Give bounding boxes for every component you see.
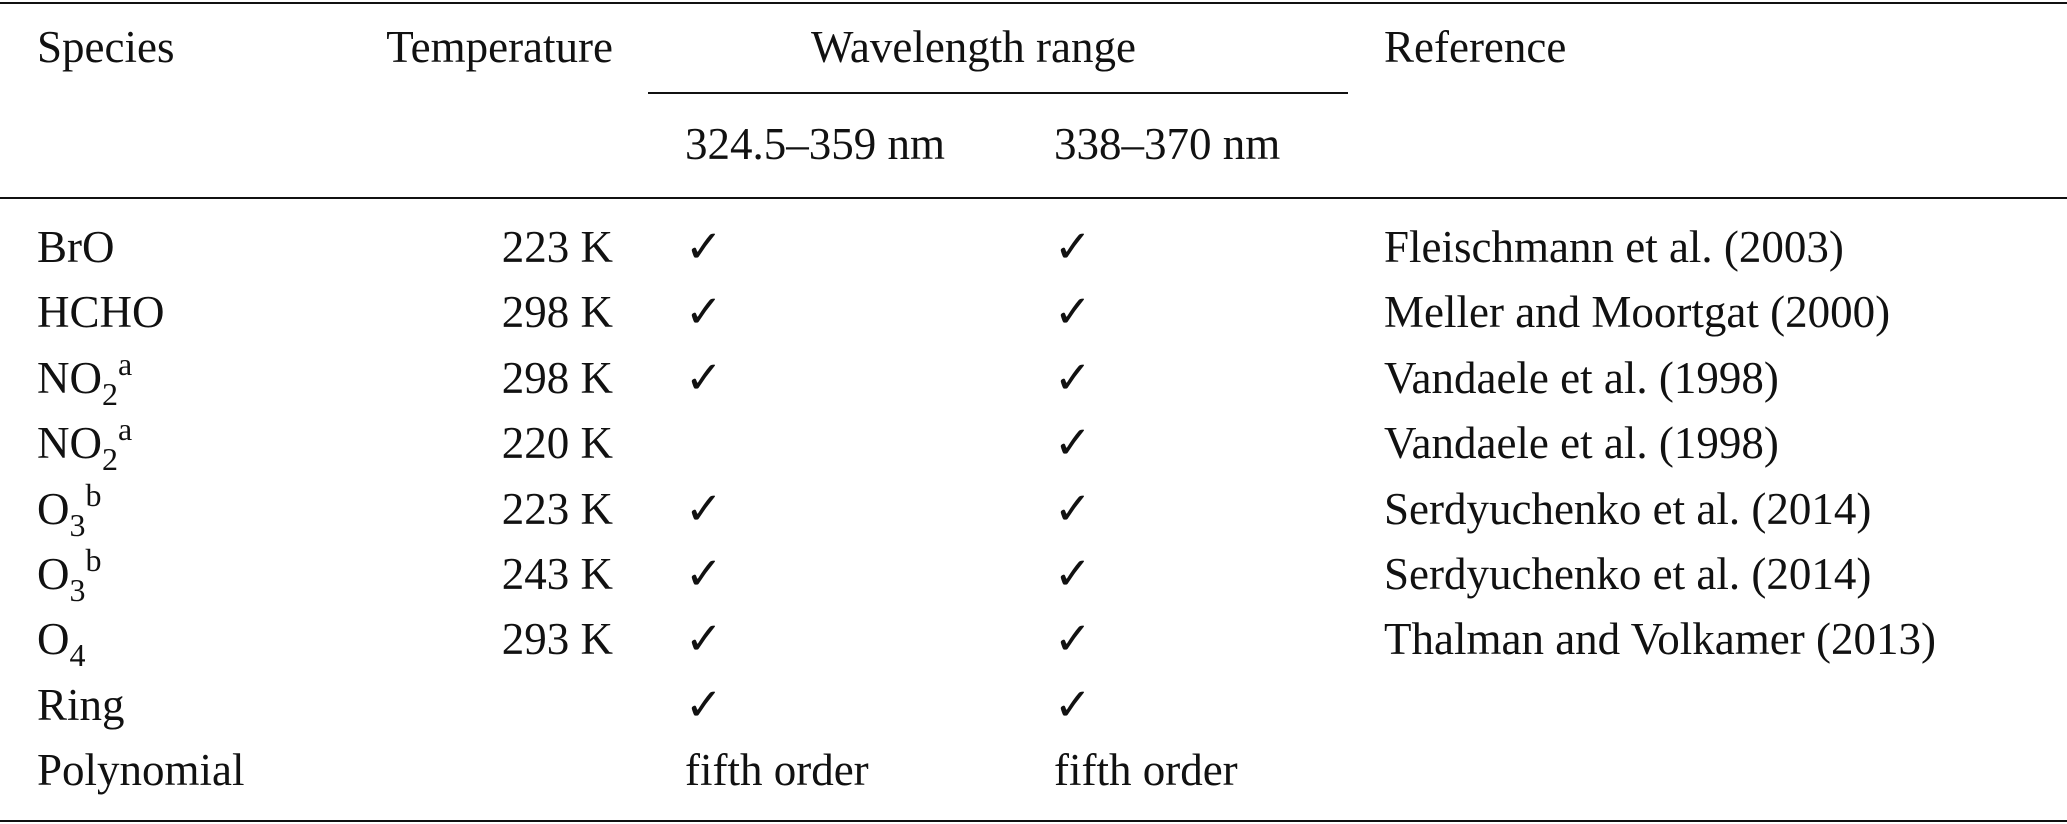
temperature-cell: 220 K: [501, 418, 613, 469]
reference-cell: Fleischmann et al. (2003): [1384, 222, 1844, 272]
subscript: 4: [69, 637, 86, 674]
superscript: a: [118, 411, 133, 448]
superscript: b: [85, 542, 102, 578]
species-base: NO: [37, 418, 102, 469]
range-cell: ✓: [1054, 418, 1092, 469]
range-cell: ✓: [1054, 287, 1092, 338]
species-cell: Polynomial: [37, 745, 245, 796]
species-cell: NO2a: [37, 348, 132, 410]
species-cell: O3b: [37, 479, 102, 541]
span-rule: [648, 92, 1348, 94]
top-rule: [0, 2, 2067, 4]
range-cell: ✓: [685, 287, 723, 338]
temperature-cell: 298 K: [501, 287, 613, 338]
reference-cell: Meller and Moortgat (2000): [1384, 287, 1891, 338]
species-cell: NO2a: [37, 413, 132, 475]
temperature-cell: 298 K: [501, 352, 613, 403]
range-cell: ✓: [1054, 352, 1092, 403]
header-cell: Wavelength range: [811, 22, 1136, 72]
header-cell: Species: [37, 22, 175, 72]
bottom-rule: [0, 820, 2067, 822]
range-cell: ✓: [1054, 222, 1092, 272]
species-cell: O4: [37, 614, 86, 672]
species-cell: BrO: [37, 222, 115, 272]
species-base: O: [37, 614, 70, 665]
temperature-cell: 223 K: [501, 222, 613, 272]
range-cell: ✓: [685, 352, 723, 403]
range-cell: ✓: [1054, 483, 1092, 534]
range-cell: fifth order: [1054, 745, 1238, 796]
species-base: O: [37, 483, 70, 534]
range-cell: ✓: [685, 222, 723, 272]
range-cell: ✓: [685, 679, 723, 730]
header-cell: Temperature: [386, 22, 613, 72]
reference-cell: Vandaele et al. (1998): [1384, 418, 1779, 469]
range-cell: ✓: [1054, 549, 1092, 599]
subscript: 3: [69, 572, 86, 608]
header-cell: 324.5–359 nm: [685, 119, 946, 169]
reference-cell: Vandaele et al. (1998): [1384, 352, 1779, 403]
range-cell: fifth order: [685, 745, 869, 796]
range-cell: ✓: [685, 614, 723, 665]
superscript: b: [85, 476, 102, 513]
subscript: 2: [102, 441, 118, 478]
species-cell: HCHO: [37, 287, 165, 338]
temperature-cell: 223 K: [501, 483, 613, 534]
species-base: NO: [37, 352, 102, 403]
subscript: 2: [102, 375, 118, 412]
reference-cell: Serdyuchenko et al. (2014): [1384, 549, 1872, 599]
range-cell: ✓: [685, 483, 723, 534]
temperature-cell: 243 K: [501, 549, 613, 599]
range-cell: ✓: [1054, 679, 1092, 730]
mid-rule: [0, 197, 2067, 199]
species-cell: O3b: [37, 544, 102, 606]
superscript: a: [118, 345, 133, 382]
header-cell: 338–370 nm: [1054, 119, 1281, 169]
temperature-cell: 293 K: [501, 614, 613, 665]
subscript: 3: [69, 506, 86, 543]
range-cell: ✓: [1054, 614, 1092, 665]
species-base: O: [37, 549, 70, 599]
header-cell: Reference: [1384, 22, 1567, 72]
species-cell: Ring: [37, 679, 125, 730]
reference-cell: Serdyuchenko et al. (2014): [1384, 483, 1872, 534]
range-cell: ✓: [685, 549, 723, 599]
reference-cell: Thalman and Volkamer (2013): [1384, 614, 1936, 665]
